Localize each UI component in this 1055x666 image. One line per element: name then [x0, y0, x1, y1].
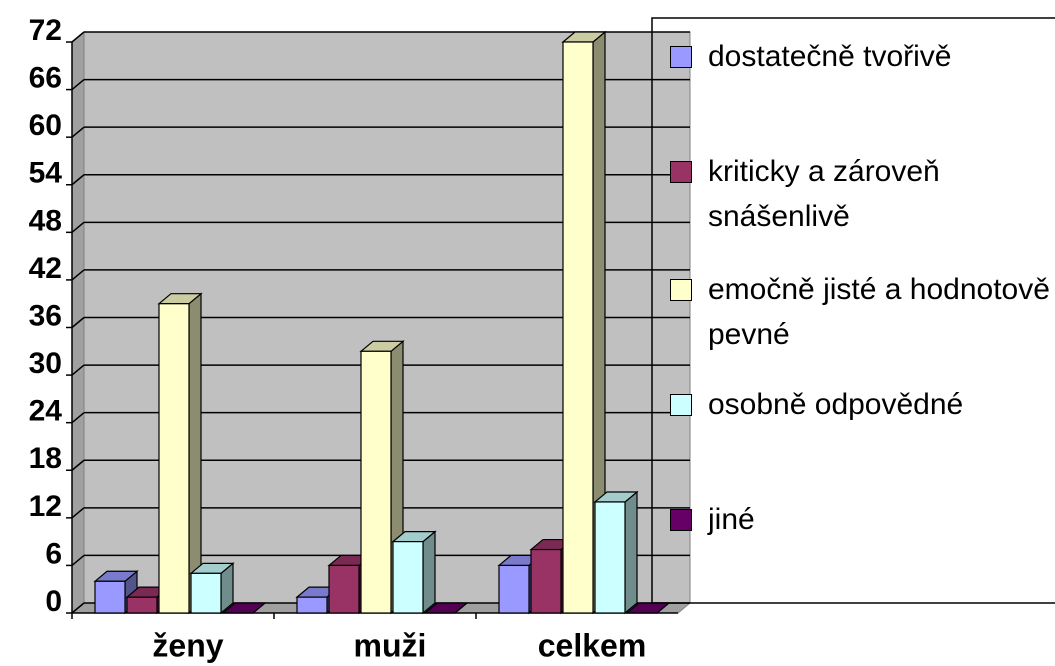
bar-front	[392, 541, 424, 614]
bar-front	[158, 303, 190, 614]
legend-label: dostatečně tvořivě	[708, 40, 952, 73]
bar-front	[190, 572, 222, 614]
bar-front	[126, 596, 158, 614]
bar-front	[498, 564, 530, 614]
grid-line-side	[71, 174, 85, 186]
bar-front	[94, 580, 126, 614]
x-tick-label: muži	[354, 627, 427, 663]
legend-label: jiné	[708, 503, 755, 536]
bar-front	[360, 350, 392, 614]
y-tick-label: 12	[29, 490, 62, 523]
legend-swatch	[670, 161, 692, 183]
grid-line-side	[71, 364, 85, 376]
grid-line-side	[71, 507, 85, 519]
grid-line-side	[71, 221, 85, 233]
bar-front	[328, 564, 360, 614]
bar-front	[562, 41, 594, 614]
legend-label: osobně odpovědné	[708, 388, 964, 421]
bar	[157, 292, 203, 615]
grid-line-side	[71, 126, 85, 138]
legend-swatch	[670, 279, 692, 301]
y-tick-label: 42	[29, 252, 62, 285]
bar-top	[221, 602, 267, 614]
legend-swatch	[670, 394, 692, 416]
y-tick-label: 48	[29, 204, 62, 237]
y-tick-label: 0	[45, 585, 62, 618]
bar-top	[423, 602, 469, 614]
grid-line-side	[71, 459, 85, 471]
grid-line-side	[71, 79, 85, 91]
bar	[189, 562, 235, 615]
grid-line-side	[71, 412, 85, 424]
bar	[391, 530, 437, 615]
y-tick-label: 30	[29, 347, 62, 380]
bar-front	[530, 548, 562, 614]
bar-side	[422, 530, 436, 615]
y-tick-label: 72	[29, 14, 62, 47]
grid-line-side	[71, 269, 85, 281]
legend-label: kriticky a zároveň snášenlivě	[708, 155, 940, 233]
y-tick-label: 60	[29, 109, 62, 142]
y-tick-label: 24	[29, 395, 63, 428]
grid-line-side	[71, 316, 85, 329]
bar-front	[594, 501, 626, 614]
x-tick-label: celkem	[538, 627, 647, 663]
y-tick-label: 6	[45, 537, 62, 570]
bar	[561, 30, 607, 615]
legend-label: emočně jisté a hodnotově pevné	[708, 273, 1050, 351]
legend-swatch	[670, 509, 692, 531]
legend-box	[651, 17, 1055, 604]
grid-line-side	[71, 31, 85, 43]
legend-swatch	[670, 46, 692, 68]
bar-side	[624, 490, 638, 615]
bar	[593, 490, 639, 615]
y-tick-label: 36	[29, 299, 62, 332]
x-tick-label: ženy	[152, 627, 223, 663]
y-tick-label: 18	[29, 442, 62, 475]
grid-line-side	[71, 554, 85, 566]
y-tick-label: 54	[29, 157, 63, 190]
grid-line-side	[71, 602, 85, 614]
bar	[221, 602, 267, 614]
bar-side	[188, 292, 202, 615]
bar-front	[296, 596, 328, 614]
y-tick-label: 66	[29, 62, 62, 95]
bar	[423, 602, 469, 614]
